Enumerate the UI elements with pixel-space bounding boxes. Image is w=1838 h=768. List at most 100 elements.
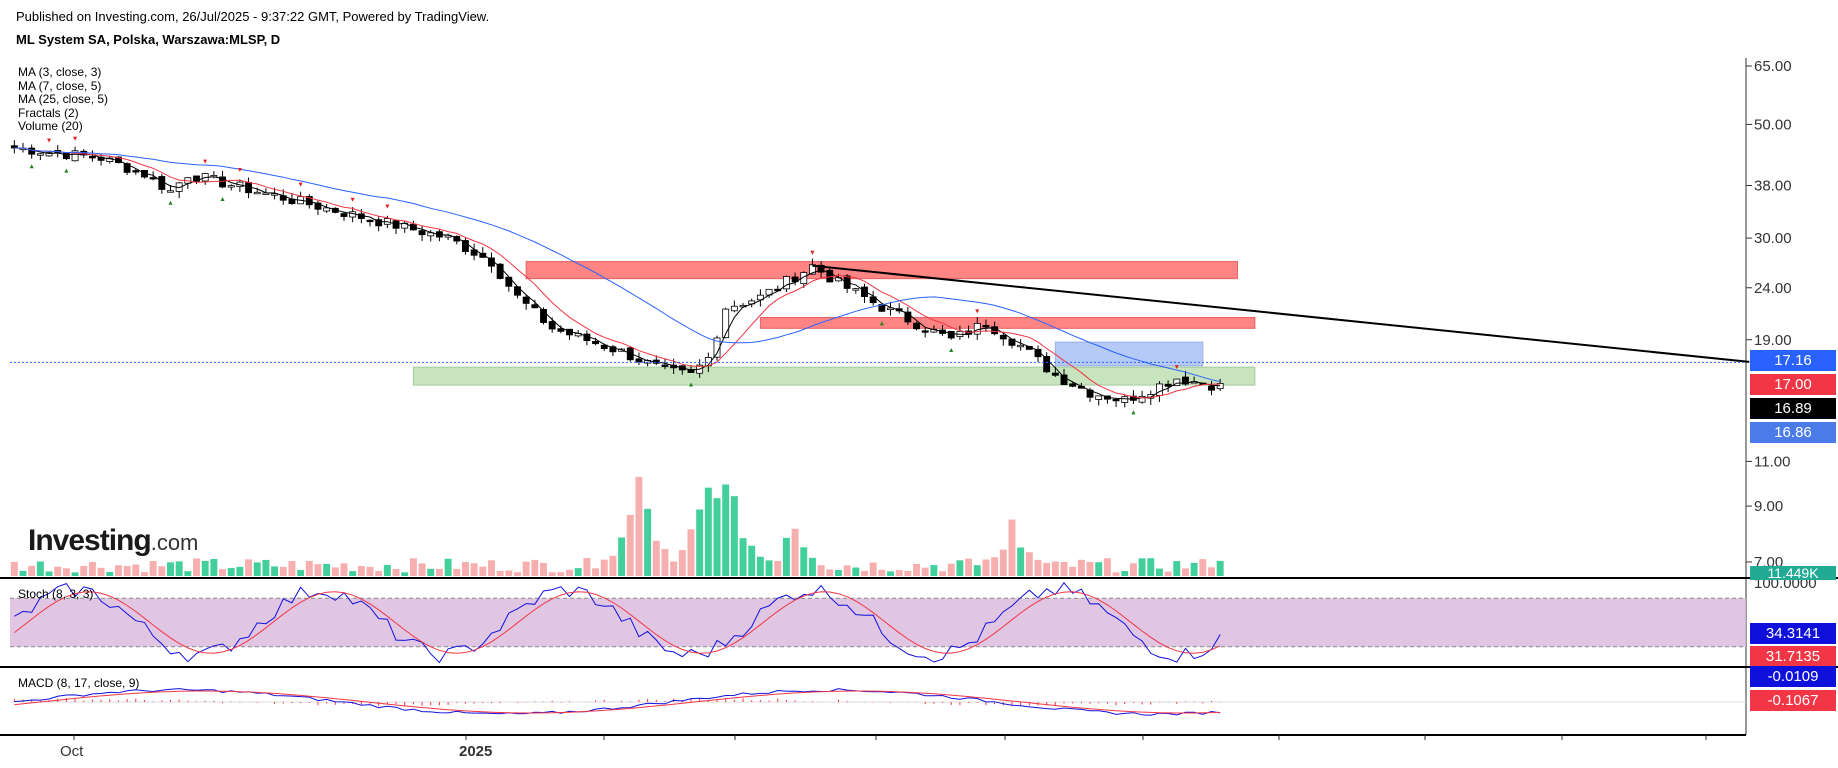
candle-body [661,364,669,367]
indicator-volume-label: Volume (20) [18,119,83,133]
candle-body [861,286,868,297]
volume-bar [592,568,600,576]
volume-bar [1077,559,1085,576]
candle-body [1051,372,1059,376]
candle-body [592,341,599,345]
volume-bar [869,562,877,576]
fractal-up-marker [350,197,355,202]
volume-bar [756,556,764,576]
resistance-zone-lower [759,316,1256,329]
volume-bar [297,569,305,576]
candle-body [947,330,955,339]
indicator-fractals-label: Fractals (2) [18,105,79,120]
volume-bar [349,571,357,576]
candle-body [1147,394,1155,399]
macd-line-tag: -0.0109 [1750,666,1836,687]
volume-bar [644,508,652,576]
volume-bar [965,558,973,576]
candle-body [253,191,261,195]
volume-bar [991,557,999,576]
volume-bar [1060,562,1068,576]
volume-bar [36,561,44,576]
volume-bar [834,569,842,576]
volume-bar [791,528,799,576]
fractal-up-marker [385,204,390,209]
candle-body [548,321,556,330]
volume-bar [418,563,426,576]
volume-bar [904,571,912,576]
fractal-up-marker [975,309,980,314]
volume-bar [765,560,773,576]
price-axis-label: 30.00 [1754,230,1792,247]
volume-bar [913,563,921,576]
volume-bar [444,558,452,576]
stoch-k-tag: 34.3141 [1750,623,1836,644]
candle-body [71,150,79,162]
fractal-up-marker [1174,365,1179,370]
stoch-d-tag: 31.7135 [1750,646,1836,667]
volume-bar [982,559,990,576]
candle-body [45,152,53,157]
price-axis-label: 50.00 [1754,116,1792,133]
stoch-d-line [13,591,1221,654]
ma-3-line [14,147,1221,400]
volume-bar [947,563,955,576]
investing-logo: Investing.com [28,524,198,558]
volume-bar [71,572,79,576]
volume-bar [392,568,400,576]
ma-7-line [14,147,1221,399]
candle-body [999,334,1007,340]
macd-signal-tag: -0.1067 [1750,690,1836,711]
candle-body [913,322,920,330]
candle-body [800,272,808,285]
resistance-zone-upper [525,261,1239,280]
volume-bar [288,561,296,576]
candle-body [1112,398,1120,402]
volume-bar [366,566,374,576]
volume-bar [487,560,495,576]
volume-bar [1190,562,1198,576]
volume-bar [132,564,140,576]
fractal-up-marker [73,136,78,141]
volume-bar [861,570,868,576]
indicator-ma3-label: MA (3, close, 3) [18,65,102,79]
fractal-down-marker [688,382,693,387]
volume-bar [626,514,634,576]
fractal-down-marker [1131,410,1136,415]
volume-bar [193,558,200,576]
candle-body [609,346,617,353]
fractal-down-marker [168,200,173,205]
candle-body [1121,396,1129,403]
candle-body [869,296,877,304]
volume-bar [1051,561,1059,576]
fractal-up-marker [810,250,815,255]
candle-body [366,219,374,223]
volume-bar [158,566,166,576]
candle-body [375,219,383,227]
candle-body [418,230,426,236]
volume-bar [245,559,253,576]
volume-bar [375,571,383,576]
logo-suffix: .com [150,530,199,555]
volume-tag: 11.449K [1750,566,1836,580]
volume-bar [548,572,556,576]
fractal-up-marker [237,168,242,173]
volume-bar [210,559,218,576]
candle-body [305,196,313,206]
volume-bar [566,569,574,576]
volume-bar [999,549,1007,576]
volume-bar [635,476,643,576]
candle-body [123,163,131,173]
candle-body [531,304,539,309]
volume-bar [514,572,521,576]
volume-bar [106,571,114,576]
volume-bar [1208,567,1215,576]
volume-bar [123,566,131,576]
price-tag-ma7: 17.00 [1750,374,1836,395]
volume-bar [140,572,148,576]
candle-body [149,177,157,180]
volume-bar [748,545,756,576]
candle-body [227,185,235,188]
volume-bar [540,562,547,576]
candle-body [809,264,816,275]
